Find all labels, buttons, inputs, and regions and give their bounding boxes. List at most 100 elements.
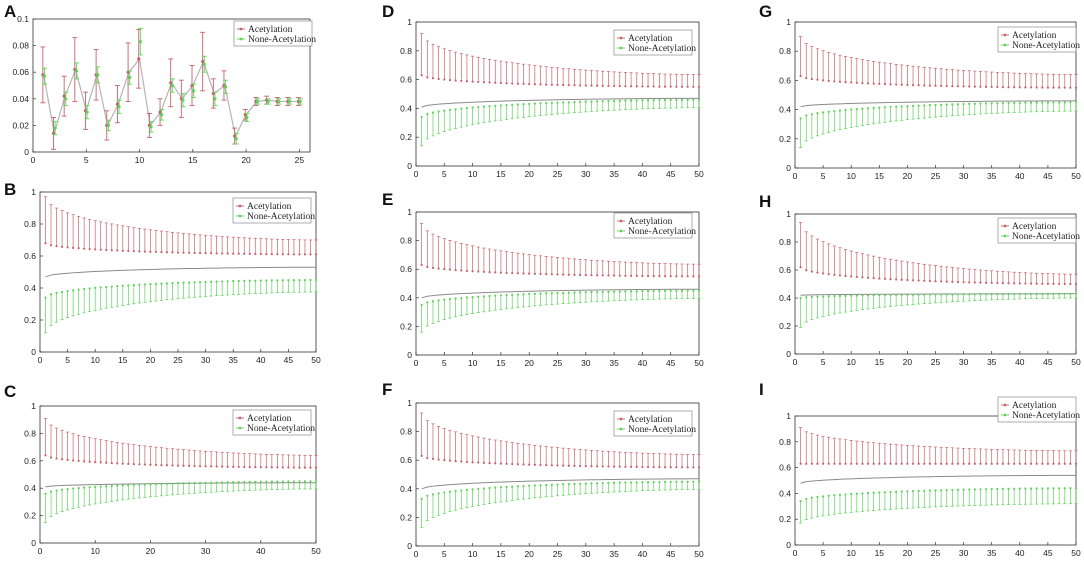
data-point <box>488 270 491 274</box>
data-point <box>437 110 440 113</box>
data-point <box>83 486 86 489</box>
x-tick-label: 20 <box>146 355 156 365</box>
data-point <box>596 274 599 277</box>
x-tick-label: 35 <box>609 358 619 368</box>
y-tick-label: 1 <box>31 187 36 197</box>
data-point <box>596 290 599 294</box>
data-point <box>232 280 235 283</box>
data-point <box>945 103 948 106</box>
data-point <box>499 104 502 107</box>
data-point <box>968 488 971 491</box>
data-point <box>956 488 960 491</box>
data-point <box>533 292 536 295</box>
data-point <box>928 489 931 492</box>
data-point <box>471 106 474 109</box>
data-point <box>431 493 435 496</box>
series-group <box>43 417 318 523</box>
data-point <box>1069 292 1072 295</box>
chart-d: 0 5 10 15 20 25 30 35 40 45 50 0 0.2 0.4 0.6 0.8 1 Acetyl… <box>400 17 704 179</box>
data-point <box>182 482 185 485</box>
data-point <box>292 253 296 256</box>
data-point <box>646 85 650 88</box>
data-point <box>298 99 302 104</box>
y-tick-label: 0.8 <box>400 236 412 246</box>
data-point <box>889 490 892 494</box>
data-point <box>165 251 169 254</box>
data-point <box>1007 462 1010 465</box>
data-point <box>928 84 931 87</box>
x-tick-label: 20 <box>524 169 534 179</box>
y-tick-label: 0.2 <box>400 512 412 522</box>
y-tick-label: 0.8 <box>24 428 36 438</box>
data-point <box>287 466 290 469</box>
data-point <box>641 465 644 469</box>
data-point <box>176 482 180 485</box>
data-point <box>984 102 988 105</box>
data-point <box>431 111 435 114</box>
data-point <box>1074 487 1078 490</box>
data-point <box>303 253 307 256</box>
y-tick-label: 0.6 <box>779 265 791 275</box>
data-point <box>663 466 667 469</box>
x-tick-label: 15 <box>188 155 198 165</box>
data-point <box>567 291 570 294</box>
data-point <box>215 280 218 283</box>
data-point <box>202 62 206 66</box>
data-point <box>556 464 559 467</box>
data-point <box>482 461 486 464</box>
data-point <box>1035 101 1038 104</box>
data-point <box>652 274 655 278</box>
data-point <box>658 98 661 102</box>
data-point <box>1063 462 1066 465</box>
y-tick-label: 0.6 <box>400 75 412 85</box>
data-point <box>62 94 66 98</box>
data-point <box>420 74 423 77</box>
data-point <box>822 462 825 465</box>
data-point <box>833 109 836 113</box>
data-point <box>204 252 207 255</box>
data-point <box>1024 292 1027 296</box>
data-point <box>488 294 491 298</box>
data-point <box>88 460 91 463</box>
data-point <box>77 486 80 490</box>
data-point <box>211 91 215 96</box>
data-point <box>243 465 246 469</box>
x-tick-label: 50 <box>1071 357 1081 367</box>
legend-label: None-Acetylation <box>247 424 315 434</box>
data-point <box>533 484 536 487</box>
chart-b: 0 5 10 15 20 25 30 35 40 45 50 0 0.2 0.4 0.6 0.8 1 Acetyl… <box>24 187 321 365</box>
data-point <box>923 104 926 107</box>
data-point <box>579 291 582 294</box>
data-point <box>816 112 819 115</box>
mean-line <box>421 97 700 108</box>
legend-label: Acetylation <box>247 202 292 212</box>
data-point <box>984 488 988 491</box>
data-point <box>51 131 56 135</box>
y-tick-label: 0 <box>407 541 412 551</box>
data-point <box>923 462 926 465</box>
data-point <box>1058 86 1061 89</box>
data-point <box>110 249 113 252</box>
data-point <box>686 275 689 278</box>
data-point <box>652 99 655 102</box>
data-point <box>187 281 191 284</box>
data-point <box>629 481 633 484</box>
data-point <box>990 102 993 105</box>
data-point <box>116 484 119 487</box>
data-point <box>270 466 273 469</box>
data-point <box>833 462 836 465</box>
data-point <box>996 85 999 89</box>
data-point <box>314 466 318 469</box>
data-point <box>675 85 678 88</box>
data-point <box>44 454 47 457</box>
data-point <box>265 279 268 282</box>
data-point <box>116 462 119 465</box>
data-point <box>838 493 842 496</box>
data-point <box>1063 86 1066 89</box>
data-point <box>579 100 582 103</box>
data-point <box>658 480 661 484</box>
data-point <box>895 105 898 108</box>
data-point <box>697 289 701 292</box>
data-point <box>624 481 627 484</box>
data-point <box>539 463 542 467</box>
